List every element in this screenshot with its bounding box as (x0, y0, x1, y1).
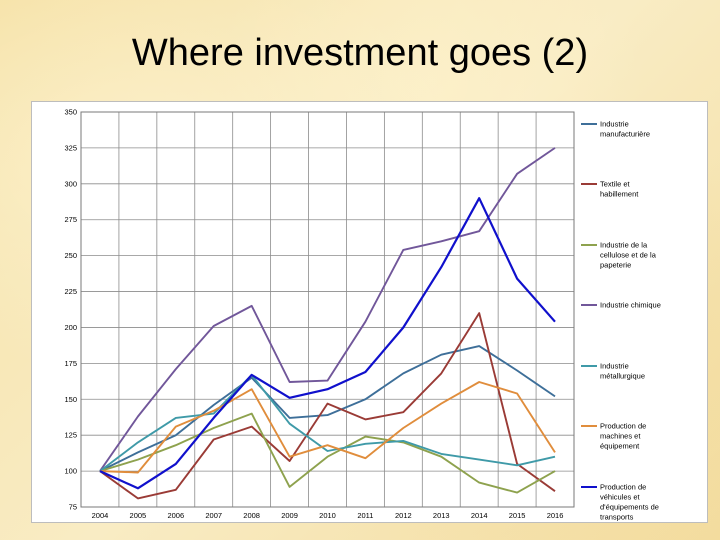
y-tick-label: 300 (64, 179, 77, 188)
x-tick-label: 2014 (471, 511, 488, 520)
y-tick-label: 75 (69, 503, 77, 512)
series-line (99, 312, 556, 500)
legend-entry: Industrie chimique (600, 301, 661, 310)
y-tick-label: 325 (64, 143, 77, 152)
plot-area-border (80, 111, 575, 508)
legend-entry-line: manufacturière (600, 130, 650, 139)
series-line (99, 373, 556, 472)
legend-entry-line: Production de (600, 483, 646, 492)
horizontal-gridlines (81, 111, 574, 508)
y-tick-label: 100 (64, 467, 77, 476)
y-tick-label: 125 (64, 431, 77, 440)
x-tick-label: 2005 (130, 511, 147, 520)
legend-entry: Industrie de la cellulose et de la papeter… (600, 241, 657, 270)
legend-entry-line: équipement (600, 442, 640, 451)
legend-entry-line: Industrie de la (600, 241, 648, 250)
series-line (99, 345, 556, 472)
legend-entry-line: métallurgique (600, 372, 645, 381)
x-tick-label: 2007 (205, 511, 222, 520)
legend-entry-line: transports (600, 513, 634, 522)
legend-entry-line: véhicules et (600, 493, 641, 502)
y-tick-label: 250 (64, 251, 77, 260)
chart-panel: 75 100 125 150 175 200 225 250 275 300 325 350 2004… (31, 101, 708, 523)
x-tick-labels: 2004 2005 2006 2007 2008 2009 2010 2011 2012 2013… (92, 511, 564, 520)
y-tick-label: 150 (64, 395, 77, 404)
x-tick-label: 2016 (547, 511, 564, 520)
series-line (99, 147, 556, 472)
y-tick-label: 350 (64, 108, 77, 117)
y-tick-label: 275 (64, 215, 77, 224)
x-tick-label: 2012 (395, 511, 412, 520)
x-tick-label: 2006 (167, 511, 184, 520)
legend-entry-line: Industrie (600, 362, 629, 371)
series-line (99, 381, 556, 474)
legend-entry: Textile et habillement (600, 180, 639, 199)
legend-entry: Production de machines et équipement (600, 422, 646, 451)
legend-entry-line: Industrie chimique (600, 301, 661, 310)
legend-entry-line: d'équipements de (600, 503, 659, 512)
x-tick-label: 2004 (92, 511, 109, 520)
x-tick-label: 2009 (281, 511, 298, 520)
series-lines (99, 147, 556, 500)
series-line (99, 412, 556, 494)
legend-entry-line: habillement (600, 190, 639, 199)
legend-entry: Production de véhicules et d'équipements d… (600, 483, 659, 522)
slide-title: Where investment goes (2) (131, 32, 589, 74)
y-tick-labels: 75 100 125 150 175 200 225 250 275 300 325 350 (64, 108, 77, 512)
x-tick-label: 2015 (509, 511, 526, 520)
x-tick-label: 2013 (433, 511, 450, 520)
legend-entry-line: cellulose et de la (600, 251, 657, 260)
y-tick-label: 175 (64, 359, 77, 368)
x-tick-label: 2011 (357, 511, 373, 520)
vertical-gridlines (80, 112, 575, 507)
x-tick-label: 2008 (243, 511, 260, 520)
y-tick-label: 225 (64, 287, 77, 296)
plot-border (80, 111, 575, 508)
legend-entry-line: papeterie (600, 261, 631, 270)
legend-entry: Industrie métallurgique (600, 362, 645, 381)
y-tick-label: 200 (64, 323, 77, 332)
line-chart: 75 100 125 150 175 200 225 250 275 300 325 350 2004… (64, 108, 661, 522)
legend-entry-line: Industrie (600, 120, 629, 129)
legend-entry: Industrie manufacturière (600, 120, 650, 139)
x-tick-label: 2010 (319, 511, 336, 520)
legend-entry-line: Textile et (600, 180, 631, 189)
legend-entry-line: Production de (600, 422, 646, 431)
series-line (99, 197, 556, 490)
legend-entry-line: machines et (600, 432, 641, 441)
